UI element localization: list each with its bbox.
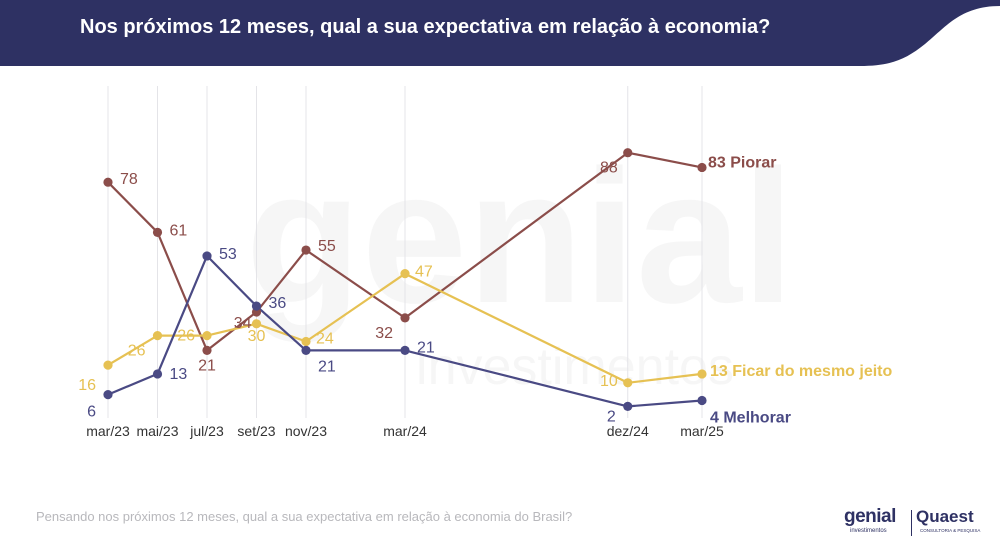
- data-point: [103, 360, 113, 370]
- x-tick-label: dez/24: [607, 423, 649, 439]
- watermark-text-investimentos: investimentos: [416, 338, 734, 396]
- data-label: 21: [417, 339, 435, 356]
- logos: genial investimentos Quaest CONSULTORIA …: [842, 506, 992, 546]
- data-label: 30: [248, 328, 266, 345]
- quaest-logo-subtitle: CONSULTORIA & PESQUISA: [920, 528, 981, 533]
- x-tick-label: mar/23: [86, 423, 130, 439]
- series-line-melhorar: [107, 254, 703, 408]
- genial-logo-subtitle: investimentos: [850, 528, 887, 534]
- series-line-ficar-do-mesmo-jeito: [107, 272, 703, 384]
- header-background: [0, 0, 1000, 66]
- data-point: [697, 369, 707, 379]
- data-label: 55: [318, 238, 336, 255]
- data-label: 32: [375, 325, 393, 342]
- data-label: 47: [415, 264, 433, 281]
- data-label: 53: [219, 246, 237, 263]
- x-tick-label: mai/23: [136, 423, 178, 439]
- data-point: [623, 401, 633, 411]
- data-label: 78: [120, 171, 138, 188]
- x-tick-label: set/23: [237, 423, 275, 439]
- data-point: [697, 395, 707, 406]
- data-point: [400, 269, 410, 279]
- data-point: [103, 177, 113, 187]
- data-point: [152, 331, 163, 341]
- data-point: [103, 390, 113, 400]
- data-label: 13: [170, 366, 188, 383]
- x-tick-label: mar/25: [680, 423, 724, 439]
- series-line-piorar: [107, 151, 703, 352]
- data-label: 21: [198, 357, 216, 374]
- data-label: 24: [316, 331, 334, 348]
- data-label: 26: [177, 328, 195, 345]
- data-point: [301, 336, 311, 347]
- chart-title: Nos próximos 12 meses, qual a sua expect…: [80, 16, 771, 38]
- data-label: 88: [600, 160, 618, 177]
- data-point: [301, 345, 311, 355]
- data-point: [202, 345, 212, 355]
- data-label: 34: [234, 315, 252, 332]
- data-point: [623, 148, 633, 158]
- header-banner: Nos próximos 12 meses, qual a sua expect…: [0, 0, 1000, 66]
- quaest-logo: Quaest: [916, 507, 974, 526]
- logo-separator: [911, 510, 912, 536]
- data-label: 10: [600, 373, 618, 390]
- data-points: [103, 148, 707, 411]
- data-label: 2: [607, 408, 616, 425]
- data-point: [202, 251, 212, 261]
- x-tick-label: nov/23: [285, 423, 327, 439]
- series-end-label: 4 Melhorar: [710, 410, 791, 427]
- data-label: 36: [269, 295, 287, 312]
- data-point: [152, 369, 163, 379]
- data-point: [301, 245, 311, 255]
- data-label: 61: [170, 222, 188, 239]
- data-point: [400, 313, 410, 323]
- data-point: [697, 162, 707, 173]
- x-tick-label: mar/24: [383, 423, 427, 439]
- data-point: [152, 227, 163, 237]
- data-point: [251, 301, 262, 311]
- series-end-label: 83 Piorar: [708, 154, 776, 171]
- x-tick-label: jul/23: [189, 423, 224, 439]
- data-label: 6: [87, 404, 96, 421]
- series-end-label: 13 Ficar do mesmo jeito: [710, 363, 893, 380]
- data-point: [251, 319, 262, 329]
- data-label: 21: [318, 358, 336, 375]
- data-label: 26: [128, 343, 146, 360]
- data-point: [202, 331, 212, 341]
- data-label: 16: [78, 377, 96, 394]
- footer-question-text: Pensando nos próximos 12 meses, qual a s…: [36, 509, 573, 524]
- genial-logo: genial: [844, 506, 896, 527]
- data-point: [623, 378, 633, 388]
- series-lines: [107, 151, 703, 408]
- data-point: [400, 345, 410, 355]
- x-axis-tick-labels: mar/23 mai/23 jul/23 set/23 nov/23 mar/24 dez/…: [86, 423, 724, 439]
